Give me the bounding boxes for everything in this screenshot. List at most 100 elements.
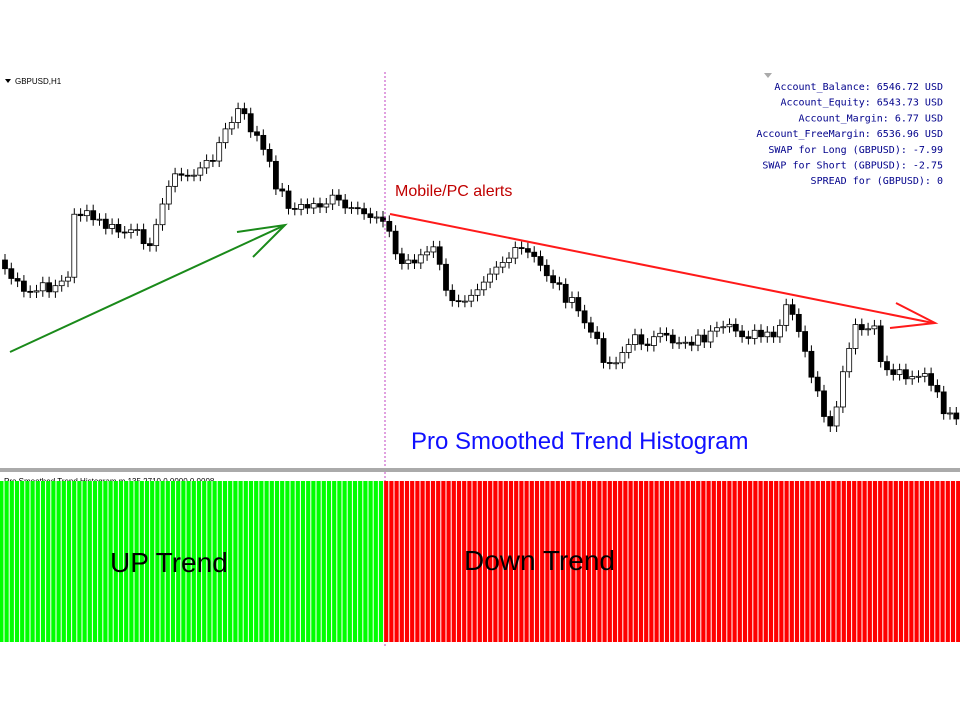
scroll-marker: [764, 73, 772, 78]
candle-body: [310, 203, 317, 209]
candle-body: [354, 207, 361, 210]
candle-body: [947, 412, 953, 415]
candle-body: [707, 330, 714, 343]
candle-body: [720, 326, 727, 329]
candle-body: [317, 203, 323, 208]
candle-body: [795, 313, 802, 332]
candle-body: [392, 230, 399, 255]
candle-body: [2, 259, 8, 270]
candle-body: [915, 375, 922, 378]
candle-body: [430, 246, 437, 253]
candle-body: [518, 247, 525, 249]
candle-body: [20, 280, 27, 292]
candle-body: [758, 329, 764, 338]
candle-body: [468, 294, 475, 302]
candle-body: [770, 331, 777, 338]
down-label: Down Trend: [464, 545, 615, 576]
candle-body: [247, 113, 254, 133]
candle-body: [134, 229, 141, 232]
candle-body: [424, 251, 431, 256]
candle-body: [543, 264, 550, 277]
up-label: UP Trend: [110, 547, 228, 578]
candle-body: [71, 213, 78, 278]
candle-body: [191, 174, 197, 177]
candle-body: [14, 278, 21, 282]
candle-body: [398, 253, 405, 264]
candle-body: [335, 194, 342, 201]
candle-body: [739, 330, 745, 338]
candle-body: [588, 322, 594, 333]
candle-body: [373, 216, 380, 219]
candle-body: [197, 167, 204, 176]
candle-body: [361, 208, 368, 215]
candle-body: [625, 344, 632, 353]
candle-body: [405, 259, 412, 264]
candle-body: [279, 188, 286, 192]
candle-body: [789, 304, 796, 315]
candle-body: [380, 216, 386, 222]
candle-body: [619, 352, 626, 364]
indicator-title: Pro Smoothed Trend Histogram: [411, 428, 749, 455]
candle-body: [461, 300, 468, 303]
candle-body: [291, 208, 298, 210]
candle-body: [109, 224, 115, 229]
candle-body: [657, 332, 664, 338]
candle-body: [228, 122, 235, 130]
candle-body: [216, 142, 223, 162]
candle-body: [827, 416, 834, 427]
candle-body: [209, 160, 216, 162]
candle-body: [260, 134, 267, 150]
candle-body: [802, 331, 808, 352]
account-line: SWAP for Short (GBPUSD): -2.75: [762, 161, 943, 172]
candle-body: [499, 262, 506, 268]
candle-body: [669, 334, 676, 344]
candle-body: [46, 282, 52, 293]
candle-body: [159, 203, 166, 226]
candle-body: [480, 281, 487, 291]
candle-body: [531, 251, 538, 257]
candle-body: [272, 160, 279, 190]
candle-body: [203, 160, 210, 169]
candle-body: [921, 373, 928, 377]
candle-body: [455, 300, 462, 303]
candle-body: [121, 231, 128, 234]
candle-body: [8, 268, 15, 279]
candle-body: [153, 224, 160, 247]
account-line: Account_Balance: 6546.72 USD: [774, 82, 943, 93]
candle-body: [777, 324, 783, 338]
candle-body: [417, 254, 424, 264]
candle-body: [65, 276, 71, 282]
candle-body: [858, 324, 865, 331]
candle-body: [814, 376, 821, 392]
candle-body: [178, 173, 185, 176]
candle-body: [128, 229, 134, 233]
candle-body: [386, 220, 393, 232]
candle-body: [241, 108, 248, 115]
candle-body: [783, 304, 790, 326]
candle-body: [506, 257, 512, 263]
symbol-label: GBPUSD,H1: [15, 77, 62, 86]
candle-body: [367, 213, 374, 218]
candle-body: [96, 218, 103, 221]
candle-body: [676, 342, 682, 345]
candle-body: [600, 338, 607, 363]
candle-body: [884, 361, 890, 371]
candle-body: [821, 390, 827, 417]
account-line: Account_FreeMargin: 6536.96 USD: [756, 129, 943, 140]
candle-body: [940, 391, 947, 415]
candle-body: [90, 210, 97, 221]
candle-body: [52, 285, 59, 293]
candle-body: [348, 207, 355, 210]
candle-body: [695, 334, 701, 346]
candle-body: [323, 203, 330, 208]
candle-body: [493, 266, 500, 275]
symbol-arrow: [5, 79, 11, 83]
candle-body: [663, 332, 670, 336]
candle-body: [581, 310, 588, 324]
candle-body: [436, 246, 443, 265]
candle-body: [865, 328, 871, 331]
candle-body: [644, 343, 651, 346]
account-line: SPREAD for (GBPUSD): 0: [811, 176, 943, 187]
candle-body: [569, 297, 575, 303]
